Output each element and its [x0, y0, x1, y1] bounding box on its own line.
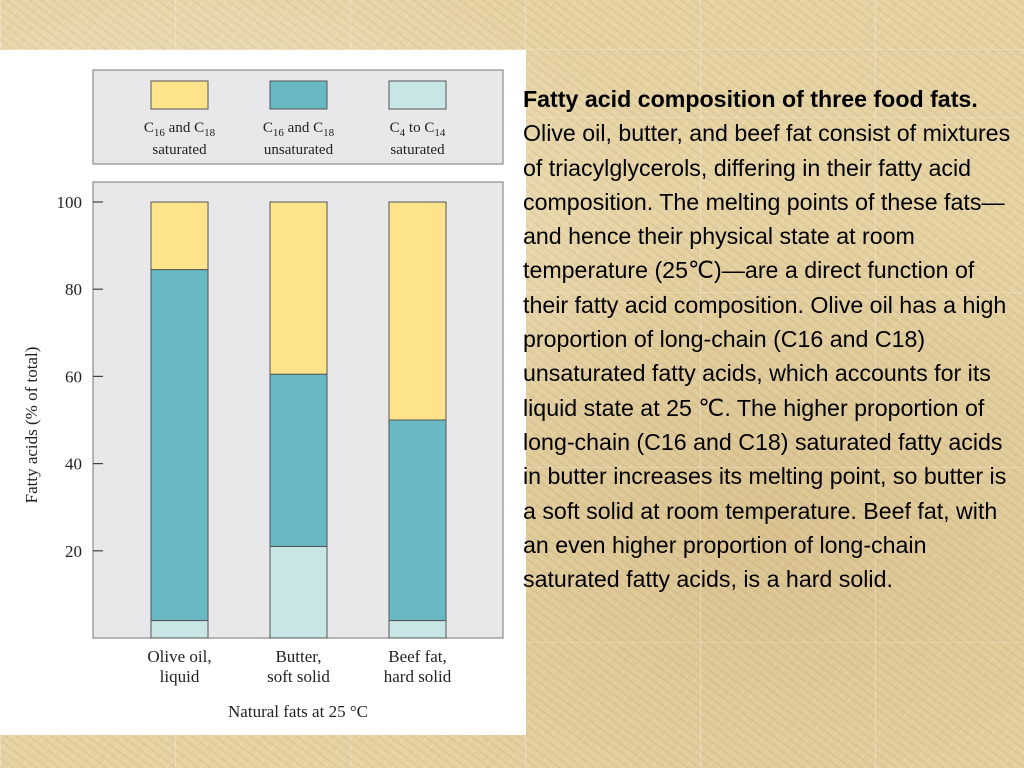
bar-segment-c16-c18-saturated [150, 201, 209, 271]
x-tick-label: Beef fat, [388, 647, 447, 666]
bar-segment-c16-c18-unsaturated [269, 373, 328, 547]
legend-label: C16 and C18 [144, 120, 216, 139]
y-tick-label: 20 [65, 542, 82, 561]
x-tick-label: Olive oil, [147, 647, 211, 666]
x-axis-label: Natural fats at 25 °C [228, 702, 368, 721]
legend-swatch [150, 80, 209, 110]
y-tick-label: 100 [57, 193, 83, 212]
bar-segment-c16-c18-unsaturated [388, 419, 447, 622]
caption: Fatty acid composition of three food fat… [523, 82, 1019, 596]
x-tick-label: hard solid [384, 667, 452, 686]
legend-label-line2: saturated [152, 142, 207, 158]
y-axis: 20 40 60 80 100 [57, 193, 103, 561]
y-axis-label: Fatty acids (% of total) [22, 347, 41, 504]
caption-title: Fatty acid composition of three food fat… [523, 86, 978, 112]
bar-segment-c4-c14-saturated [388, 620, 447, 639]
figure-panel: C16 and C18 saturated C16 and C18 unsaturat… [0, 50, 526, 735]
x-tick-label: Butter, [275, 647, 321, 666]
bar-segment-c4-c14-saturated [150, 620, 209, 639]
legend-swatch [388, 80, 447, 110]
stacked-bar-chart: C16 and C18 saturated C16 and C18 unsaturat… [22, 69, 504, 721]
legend-swatch [269, 80, 328, 110]
bar-segment-c16-c18-unsaturated [150, 269, 209, 622]
legend-label-line2: unsaturated [264, 142, 334, 158]
y-tick-label: 80 [65, 280, 82, 299]
bar-segment-c16-c18-saturated [269, 201, 328, 375]
bars [150, 201, 447, 639]
legend-label: C16 and C18 [263, 120, 335, 139]
x-axis: Olive oil,liquid Butter,soft solid Beef fa… [147, 647, 451, 686]
bar-segment-c4-c14-saturated [269, 545, 328, 639]
x-tick-label: liquid [160, 667, 200, 686]
legend: C16 and C18 saturated C16 and C18 unsaturat… [144, 80, 447, 158]
legend-label: C4 to C14 [390, 120, 446, 139]
bar-segment-c16-c18-saturated [388, 201, 447, 421]
caption-body: Olive oil, butter, and beef fat consist … [523, 120, 1011, 593]
y-tick-label: 60 [65, 367, 82, 386]
legend-label-line2: saturated [390, 142, 445, 158]
x-tick-label: soft solid [267, 667, 330, 686]
y-tick-label: 40 [65, 455, 82, 474]
